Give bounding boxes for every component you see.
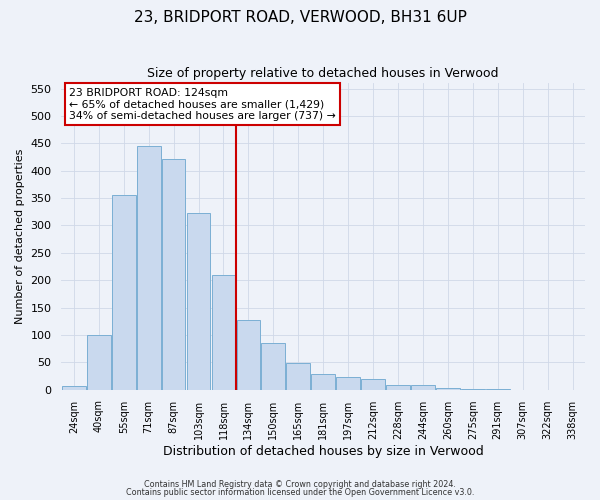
Bar <box>137 146 161 390</box>
Bar <box>311 374 335 390</box>
Bar <box>436 388 460 390</box>
Text: 23, BRIDPORT ROAD, VERWOOD, BH31 6UP: 23, BRIDPORT ROAD, VERWOOD, BH31 6UP <box>134 10 466 25</box>
Bar <box>336 376 360 390</box>
Bar <box>62 386 86 390</box>
Bar <box>411 385 435 390</box>
Bar <box>187 214 211 390</box>
Bar <box>486 388 509 390</box>
Title: Size of property relative to detached houses in Verwood: Size of property relative to detached ho… <box>148 68 499 80</box>
Bar <box>361 380 385 390</box>
Bar <box>162 158 185 390</box>
Bar <box>212 274 235 390</box>
X-axis label: Distribution of detached houses by size in Verwood: Distribution of detached houses by size … <box>163 444 484 458</box>
Bar <box>87 335 110 390</box>
Bar <box>112 196 136 390</box>
Bar <box>236 320 260 390</box>
Bar <box>386 385 410 390</box>
Bar <box>262 343 285 390</box>
Text: Contains HM Land Registry data © Crown copyright and database right 2024.: Contains HM Land Registry data © Crown c… <box>144 480 456 489</box>
Y-axis label: Number of detached properties: Number of detached properties <box>15 148 25 324</box>
Bar <box>461 389 485 390</box>
Text: Contains public sector information licensed under the Open Government Licence v3: Contains public sector information licen… <box>126 488 474 497</box>
Bar <box>286 364 310 390</box>
Text: 23 BRIDPORT ROAD: 124sqm
← 65% of detached houses are smaller (1,429)
34% of sem: 23 BRIDPORT ROAD: 124sqm ← 65% of detach… <box>69 88 336 121</box>
